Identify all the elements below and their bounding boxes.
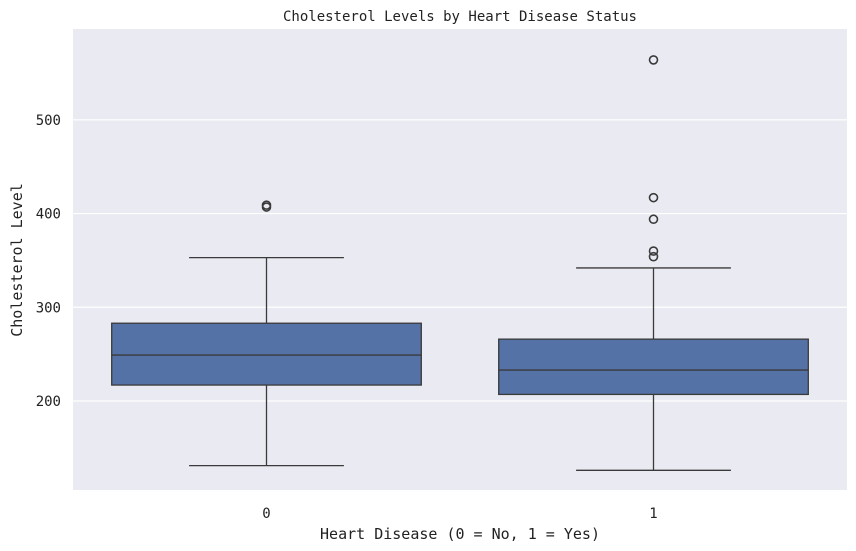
iqr-box [111, 322, 422, 386]
iqr-box [498, 338, 809, 396]
box-plots [111, 55, 809, 471]
grid-lines [73, 119, 847, 402]
x-tick-label: 0 [262, 506, 270, 522]
outlier-point [648, 192, 659, 203]
y-axis-label: Cholesterol Level [8, 183, 26, 337]
outlier-point [648, 246, 659, 256]
y-tick-label: 400 [36, 207, 61, 223]
chart-title: Cholesterol Levels by Heart Disease Stat… [283, 9, 637, 25]
x-axis-label: Heart Disease (0 = No, 1 = Yes) [320, 525, 600, 543]
y-tick-label: 500 [36, 113, 61, 129]
outlier-point [261, 200, 272, 210]
box-group [111, 200, 422, 467]
outlier-point [648, 55, 659, 65]
box-group [498, 55, 809, 471]
plot-area [73, 29, 847, 490]
outlier-point [648, 251, 659, 262]
y-tick-label: 200 [36, 394, 61, 410]
outlier-point [648, 214, 659, 225]
x-tick-label: 1 [649, 506, 657, 522]
y-axis-ticks: 200 300 400 500 [36, 113, 61, 410]
y-tick-label: 300 [36, 300, 61, 316]
